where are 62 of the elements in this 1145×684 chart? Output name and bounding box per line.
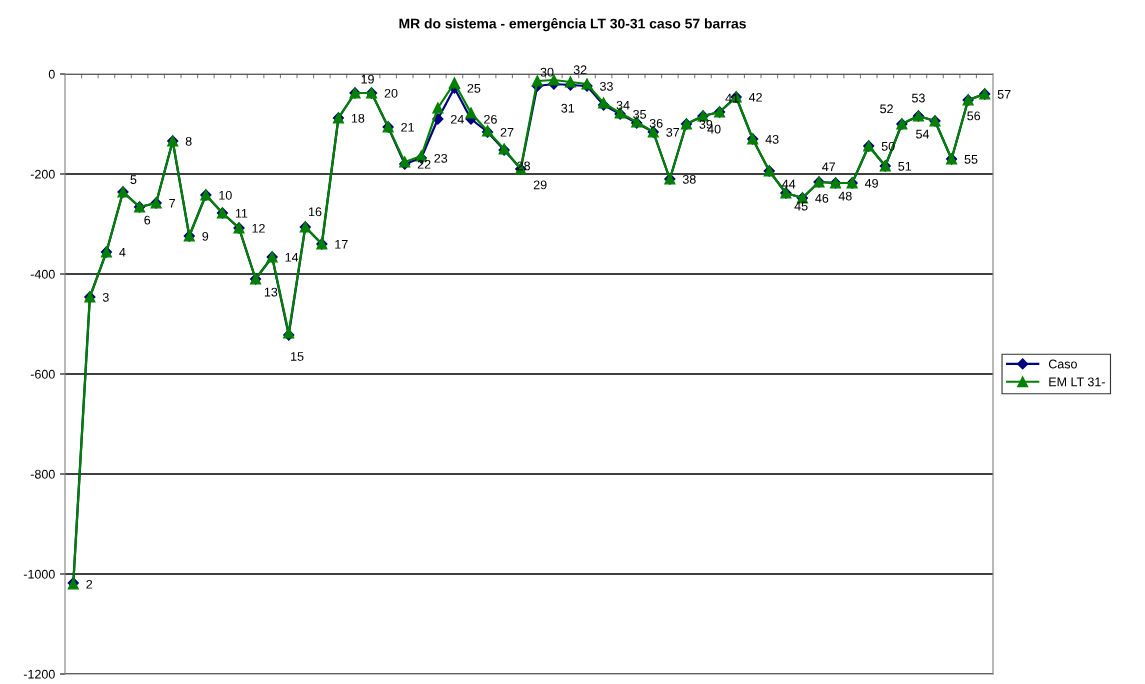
annotation: 4 bbox=[119, 248, 126, 257]
annotation: 32 bbox=[573, 65, 587, 75]
y-tick-label: -400 bbox=[30, 269, 55, 279]
annotation: 10 bbox=[219, 190, 232, 200]
annotation: 38 bbox=[682, 174, 696, 184]
annotation: 7 bbox=[169, 199, 175, 208]
annotation: 27 bbox=[500, 127, 514, 137]
annotation: 26 bbox=[484, 114, 497, 124]
annotation: 48 bbox=[838, 191, 852, 201]
y-tick-label: -1000 bbox=[23, 569, 55, 579]
annotation: 36 bbox=[649, 118, 663, 128]
annotation: 18 bbox=[351, 113, 365, 123]
annotation: 35 bbox=[633, 109, 647, 119]
annotation: 16 bbox=[309, 207, 322, 217]
annotation: 20 bbox=[384, 88, 398, 98]
annotation: 22 bbox=[417, 159, 431, 169]
annotation: 2 bbox=[86, 579, 93, 589]
legend-label: EM LT 31- bbox=[1049, 377, 1105, 387]
annotation: 23 bbox=[434, 153, 448, 163]
annotation: 14 bbox=[285, 253, 299, 262]
annotation: 8 bbox=[185, 136, 192, 146]
annotation: 43 bbox=[765, 134, 779, 144]
annotation: 42 bbox=[748, 92, 762, 102]
y-tick-label: 0 bbox=[48, 69, 55, 79]
annotation: 49 bbox=[864, 178, 878, 188]
annotation: 28 bbox=[517, 161, 530, 171]
annotation: 47 bbox=[822, 162, 836, 172]
annotation: 37 bbox=[666, 127, 680, 137]
y-tick-label: -800 bbox=[30, 469, 55, 479]
annotation: 9 bbox=[202, 231, 209, 241]
annotation: 29 bbox=[533, 180, 547, 190]
annotation: 31 bbox=[561, 103, 575, 113]
annotation: 13 bbox=[264, 287, 278, 297]
annotation: 41 bbox=[725, 93, 739, 103]
annotation: 17 bbox=[335, 240, 348, 249]
annotation: 44 bbox=[782, 179, 796, 189]
annotation: 12 bbox=[252, 223, 265, 233]
annotation: 34 bbox=[616, 100, 630, 110]
y-tick-label: -1200 bbox=[23, 669, 55, 679]
annotation: 11 bbox=[235, 209, 248, 218]
annotation: 45 bbox=[794, 201, 808, 211]
annotation: 24 bbox=[450, 114, 464, 124]
annotation: 5 bbox=[130, 175, 137, 184]
annotation: 55 bbox=[964, 155, 978, 164]
annotation: 15 bbox=[291, 352, 304, 361]
annotation: 53 bbox=[911, 93, 925, 103]
annotation: 51 bbox=[898, 162, 912, 171]
annotation: 3 bbox=[102, 292, 109, 302]
annotation: 54 bbox=[916, 129, 930, 139]
annotation: 25 bbox=[467, 83, 481, 93]
legend-label: Caso bbox=[1048, 359, 1077, 369]
annotation: 52 bbox=[880, 104, 893, 114]
annotation: 56 bbox=[967, 111, 981, 121]
annotation: 6 bbox=[144, 215, 151, 225]
annotation: 19 bbox=[361, 74, 374, 84]
annotation: 21 bbox=[401, 122, 414, 132]
chart-title: MR do sistema - emergência LT 30-31 caso 57 barras bbox=[399, 18, 746, 32]
text: 57 bbox=[997, 90, 1011, 99]
y-tick-label: -200 bbox=[30, 169, 55, 179]
annotation: 33 bbox=[599, 81, 613, 91]
annotation: 46 bbox=[815, 193, 829, 203]
y-tick-label: -600 bbox=[30, 369, 55, 379]
